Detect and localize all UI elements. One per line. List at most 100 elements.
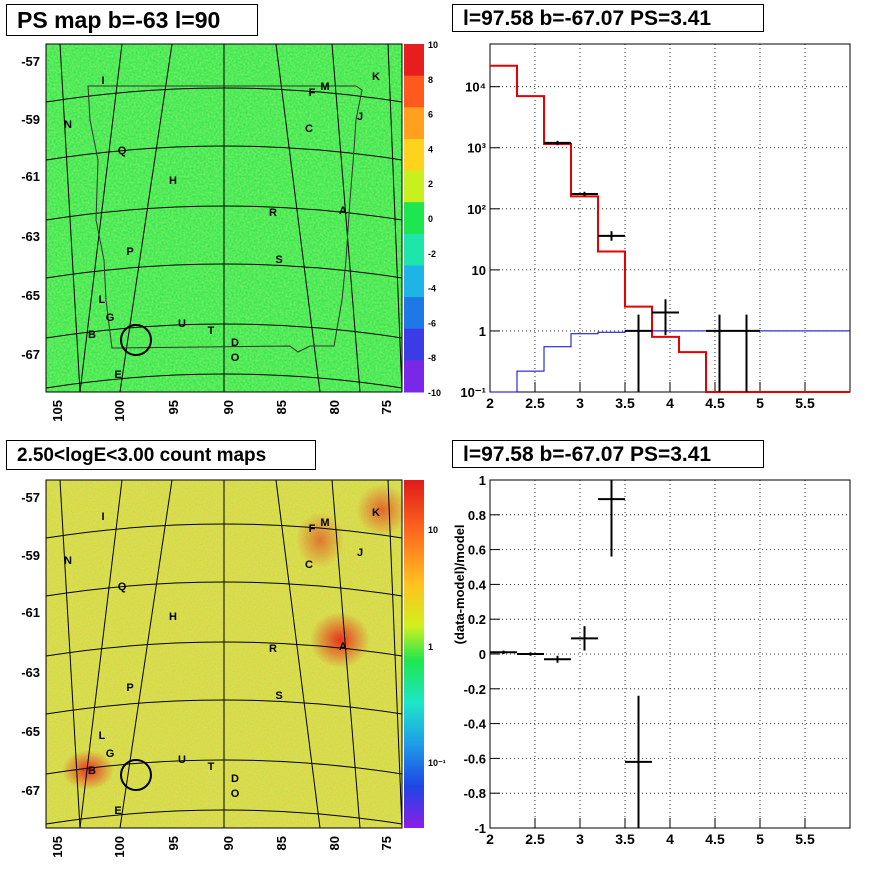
source-label: H [169,175,177,187]
source-label: T [208,761,215,773]
map2-colorbar [404,480,424,828]
source-label: N [64,119,72,131]
map2-axes: -57 -59 -61 -63 -65 -67 105 100 95 90 85 80 75 [21,490,394,858]
colorbar-label: 8 [428,75,433,85]
y-tick-label: 10⁴ [465,80,486,95]
colorbar-label: 10 [428,40,438,50]
map-longitude-line [387,479,403,829]
l-tick-label: 80 [327,400,342,414]
spectrum-chart: 2 2.5 3 3.5 4 4.5 5 5.5 10⁻¹ 1 10 10² 10³ 10⁴ [460,43,851,411]
colorbar-label: 1 [428,642,433,652]
source-label: R [269,643,277,655]
l-tick-label: 90 [221,836,236,850]
colorbar-label: 2 [428,179,433,189]
l-tick-label: 105 [50,836,65,858]
x-tick-label: 4.5 [705,395,725,411]
source-label: C [305,123,313,135]
colorbar-block [404,107,424,140]
residual-chart: 2 2.5 3 3.5 4 4.5 5 5.5 -1 -0.8 -0.6 -0.4 -0.2 0 0.2 0.… [452,473,851,847]
source-label: Q [118,581,127,593]
source-label: S [275,254,282,266]
source-label: R [269,207,277,219]
source-label: Q [118,145,127,157]
y-tick-label: 1 [479,324,486,339]
y-tick-label: 10² [467,202,486,217]
residual-title: l=97.58 b=-67.07 PS=3.41 [452,440,764,468]
colorbar-label: 0 [428,214,433,224]
map2-colorbar-labels: 10 1 10⁻¹ [428,525,446,768]
l-tick-label: 80 [327,836,342,850]
y-tick-label: 10³ [467,141,486,156]
y-tick-label: -0.4 [464,717,487,732]
x-tick-label: 3 [576,831,584,847]
map1-axes: -57 -59 -61 -63 -65 -67 105 100 95 90 85 80 75 [21,54,394,422]
y-axis-label: (data-model)/model [452,524,467,644]
map-longitude-line [275,43,321,393]
b-tick-label: -61 [21,605,40,620]
x-tick-label: 3.5 [615,831,635,847]
source-label: K [372,71,380,83]
x-tick-label: 5 [756,831,764,847]
series-step-line [490,64,850,393]
y-tick-label: 1 [479,473,486,488]
x-tick-label: 4.5 [705,831,725,847]
map2-hotspot-b [62,750,114,790]
b-tick-label: -65 [21,288,40,303]
source-label: G [106,748,115,760]
map-longitude-line [119,43,173,393]
map-longitude-line [59,43,81,393]
x-tick-label: 5 [756,395,764,411]
map1-colorbar-labels: 10 8 6 4 2 0 -2 -4 -6 -8 -10 [428,40,441,398]
source-label: P [126,682,133,694]
colorbar-block [404,138,424,172]
b-tick-label: -63 [21,229,40,244]
map-longitude-line [119,479,173,829]
source-label: D [231,773,239,785]
map2-title: 2.50<logE<3.00 count maps [6,440,316,470]
l-tick-label: 95 [166,400,181,414]
source-label: B [88,765,96,777]
map2-hotspot-c [296,512,344,568]
source-label: B [88,329,96,341]
l-tick-label: 85 [274,836,289,850]
colorbar-block [404,75,424,108]
b-tick-label: -67 [21,783,40,798]
l-tick-label: 100 [112,836,127,858]
colorbar-label: 10⁻¹ [428,758,446,768]
source-label: L [99,730,106,742]
colorbar-block [404,170,424,203]
map1-target-circle [120,324,152,356]
colorbar-block [404,328,424,361]
source-label: E [114,805,121,817]
source-label: T [208,325,215,337]
y-tick-label: 0 [479,647,486,662]
b-tick-label: -59 [21,112,40,127]
map-longitude-line [79,43,123,393]
y-tick-label: 0.2 [468,612,486,627]
map-longitude-line [331,479,361,829]
y-tick-label: 10 [472,263,486,278]
l-tick-label: 85 [274,400,289,414]
source-label: A [339,205,347,217]
colorbar-block [404,44,424,77]
map-longitude-line [275,479,321,829]
map-longitude-line [387,43,403,393]
map-longitude-line [331,43,361,393]
map1-panel: I M K F N J C Q H R A P S LG U T B DO E 10 8 6 4 2 0 -2 -4 -6 -8 -10… [21,40,441,422]
x-tick-label: 2.5 [525,395,545,411]
map1-title: PS map b=-63 l=90 [6,4,258,36]
l-tick-label: 95 [166,836,181,850]
map2-hotspot-a [310,612,370,668]
source-label: H [169,611,177,623]
b-tick-label: -63 [21,665,40,680]
source-label: K [372,507,380,519]
y-tick-label: -0.8 [464,786,486,801]
y-tick-label: -0.6 [464,751,486,766]
source-label: F [309,87,316,99]
colorbar-block [404,297,424,330]
x-tick-label: 5.5 [795,831,815,847]
source-label: F [309,523,316,535]
map-longitude-line [79,479,123,829]
